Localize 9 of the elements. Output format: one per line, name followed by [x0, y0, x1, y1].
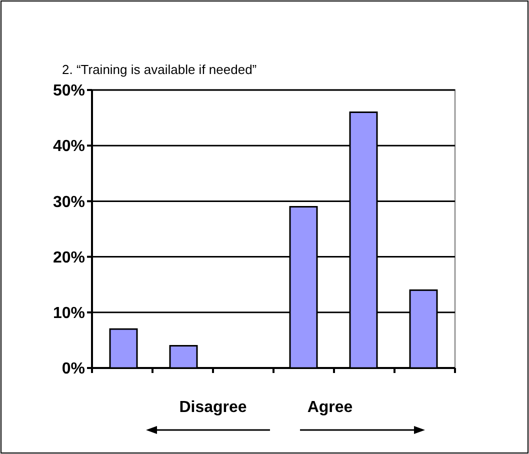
text: Disagree — [179, 399, 247, 416]
y-tick-label: 40% — [52, 138, 85, 156]
y-tick-label: 10% — [52, 305, 85, 322]
y-tick-label: 30% — [52, 194, 85, 211]
y-tick-label: 20% — [52, 249, 85, 266]
y-tick-label: 0% — [62, 360, 85, 378]
chart-title: 2. “Training is available if needed” — [62, 62, 257, 77]
y-tick-label: 50% — [52, 82, 85, 100]
text: Agree — [307, 399, 353, 416]
